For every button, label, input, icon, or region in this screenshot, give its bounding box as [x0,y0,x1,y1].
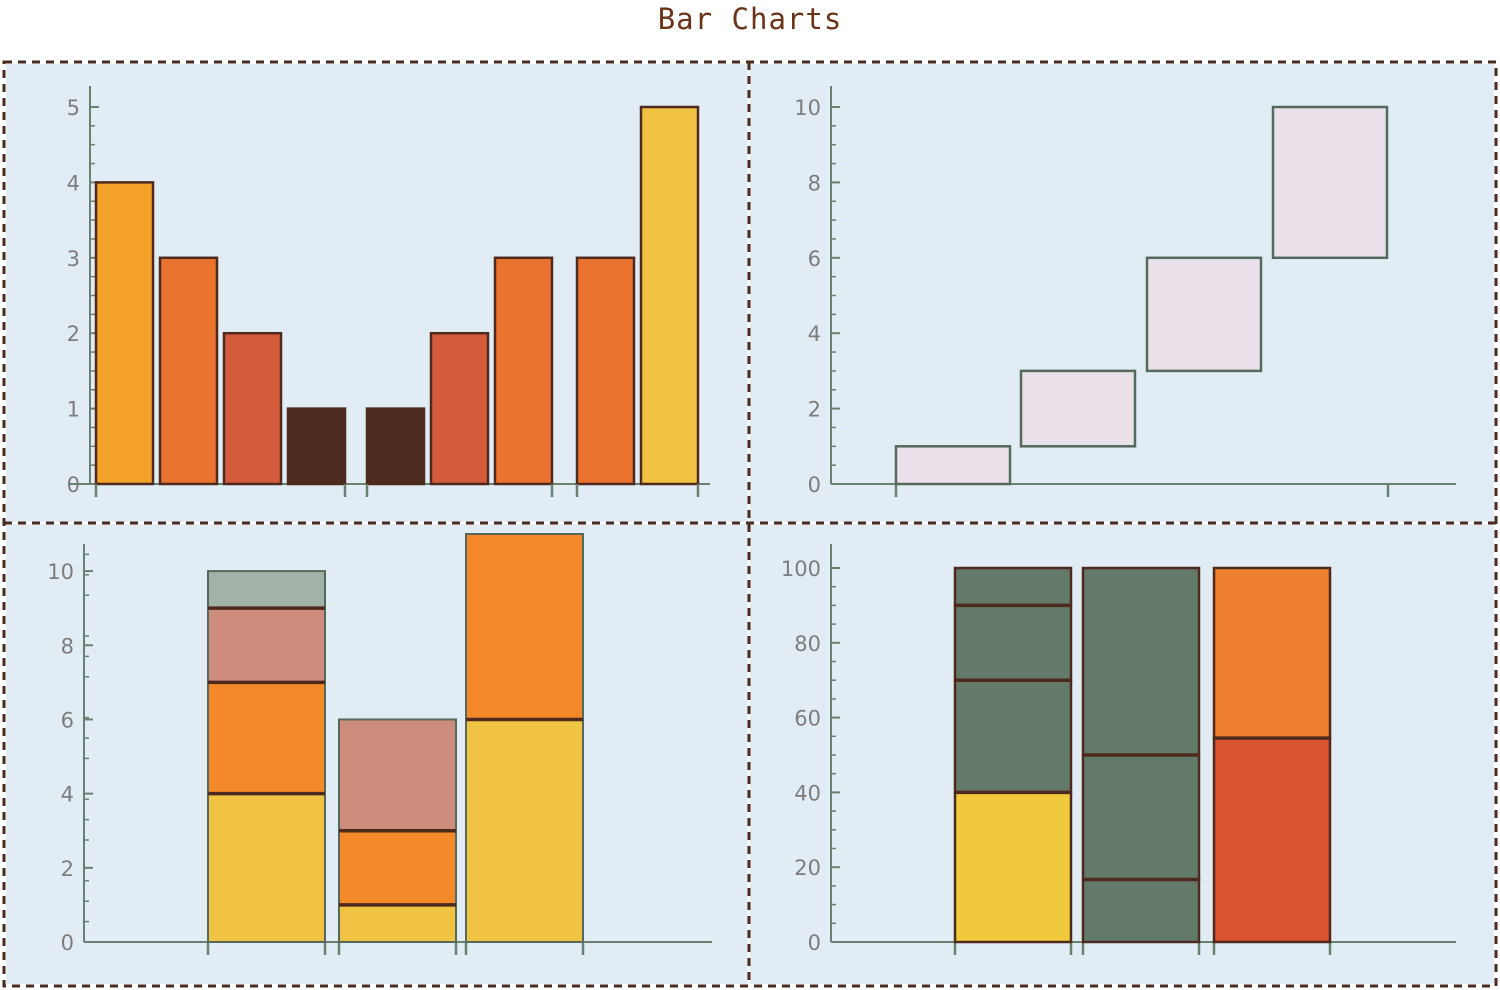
y-tick-label: 5 [67,96,80,120]
grouped-bar-chart: 0 1 2 3 4 5 [67,86,710,497]
floating-bar [1145,256,1263,373]
bar [286,407,347,486]
y-tick-label: 4 [61,783,74,807]
bar-segment [207,681,326,795]
percentile-bar-chart: 0 20 40 60 80 100 [781,544,1456,955]
bar-segment [338,829,457,906]
bar [158,256,219,486]
y-tick-label: 1 [67,398,80,422]
bar-segment [465,718,584,943]
bar [493,256,554,486]
floating-bar [894,445,1012,486]
bar [639,105,700,486]
y-tick-label: 0 [67,473,80,497]
bar-segment [338,903,457,943]
panel-floating-bars: 0 2 4 6 8 10 [750,64,1494,522]
bar-segment [207,570,326,610]
bar-segment [1081,878,1201,944]
bar-segment [207,607,326,684]
bar-segment [1081,753,1201,881]
y-tick-label: 6 [61,708,74,732]
panel-stacked-bars: 0 2 4 6 8 10 [6,524,748,984]
y-tick-label: 60 [794,707,821,731]
bar-segment [953,791,1073,944]
bar-segment [338,718,457,832]
y-tick-label: 10 [794,96,821,120]
y-tick-label: 4 [808,322,821,346]
bar-segment [953,604,1073,682]
bar-segment [1081,566,1201,757]
y-tick-label: 6 [808,247,821,271]
y-tick-label: 40 [794,781,821,805]
y-tick-label: 0 [61,931,74,955]
page-title: Bar Charts [657,2,843,36]
y-tick-label: 10 [47,560,74,584]
bar [365,407,426,486]
floating-bar [1271,105,1389,260]
y-tick-label: 100 [781,557,821,581]
y-tick-label: 0 [808,473,821,497]
y-tick-label: 4 [67,171,80,195]
y-tick-label: 2 [67,322,80,346]
bar [575,256,636,486]
bar-segment [207,792,326,943]
y-tick-label: 0 [808,931,821,955]
y-tick-label: 80 [794,632,821,656]
panel-percentile-bars: 0 20 40 60 80 100 [750,524,1494,984]
bar-segment [465,533,584,721]
bar [222,331,283,486]
y-tick-label: 2 [61,857,74,881]
stacked-bar-chart: 0 2 4 6 8 10 [47,533,712,955]
y-tick-label: 2 [808,398,821,422]
bar [94,181,155,486]
y-tick-label: 8 [61,634,74,658]
floating-bar [1019,369,1137,448]
y-tick-label: 3 [67,247,80,271]
bar-segment [953,566,1073,607]
y-tick-label: 8 [808,171,821,195]
bar-segment [953,678,1073,794]
bar-segment [1212,736,1332,944]
bar [429,331,490,486]
panel-grouped-bars: 0 1 2 3 4 5 [6,64,748,522]
bar-segment [1212,566,1332,740]
y-tick-label: 20 [794,856,821,880]
floating-bar-chart: 0 2 4 6 8 10 [794,86,1456,497]
